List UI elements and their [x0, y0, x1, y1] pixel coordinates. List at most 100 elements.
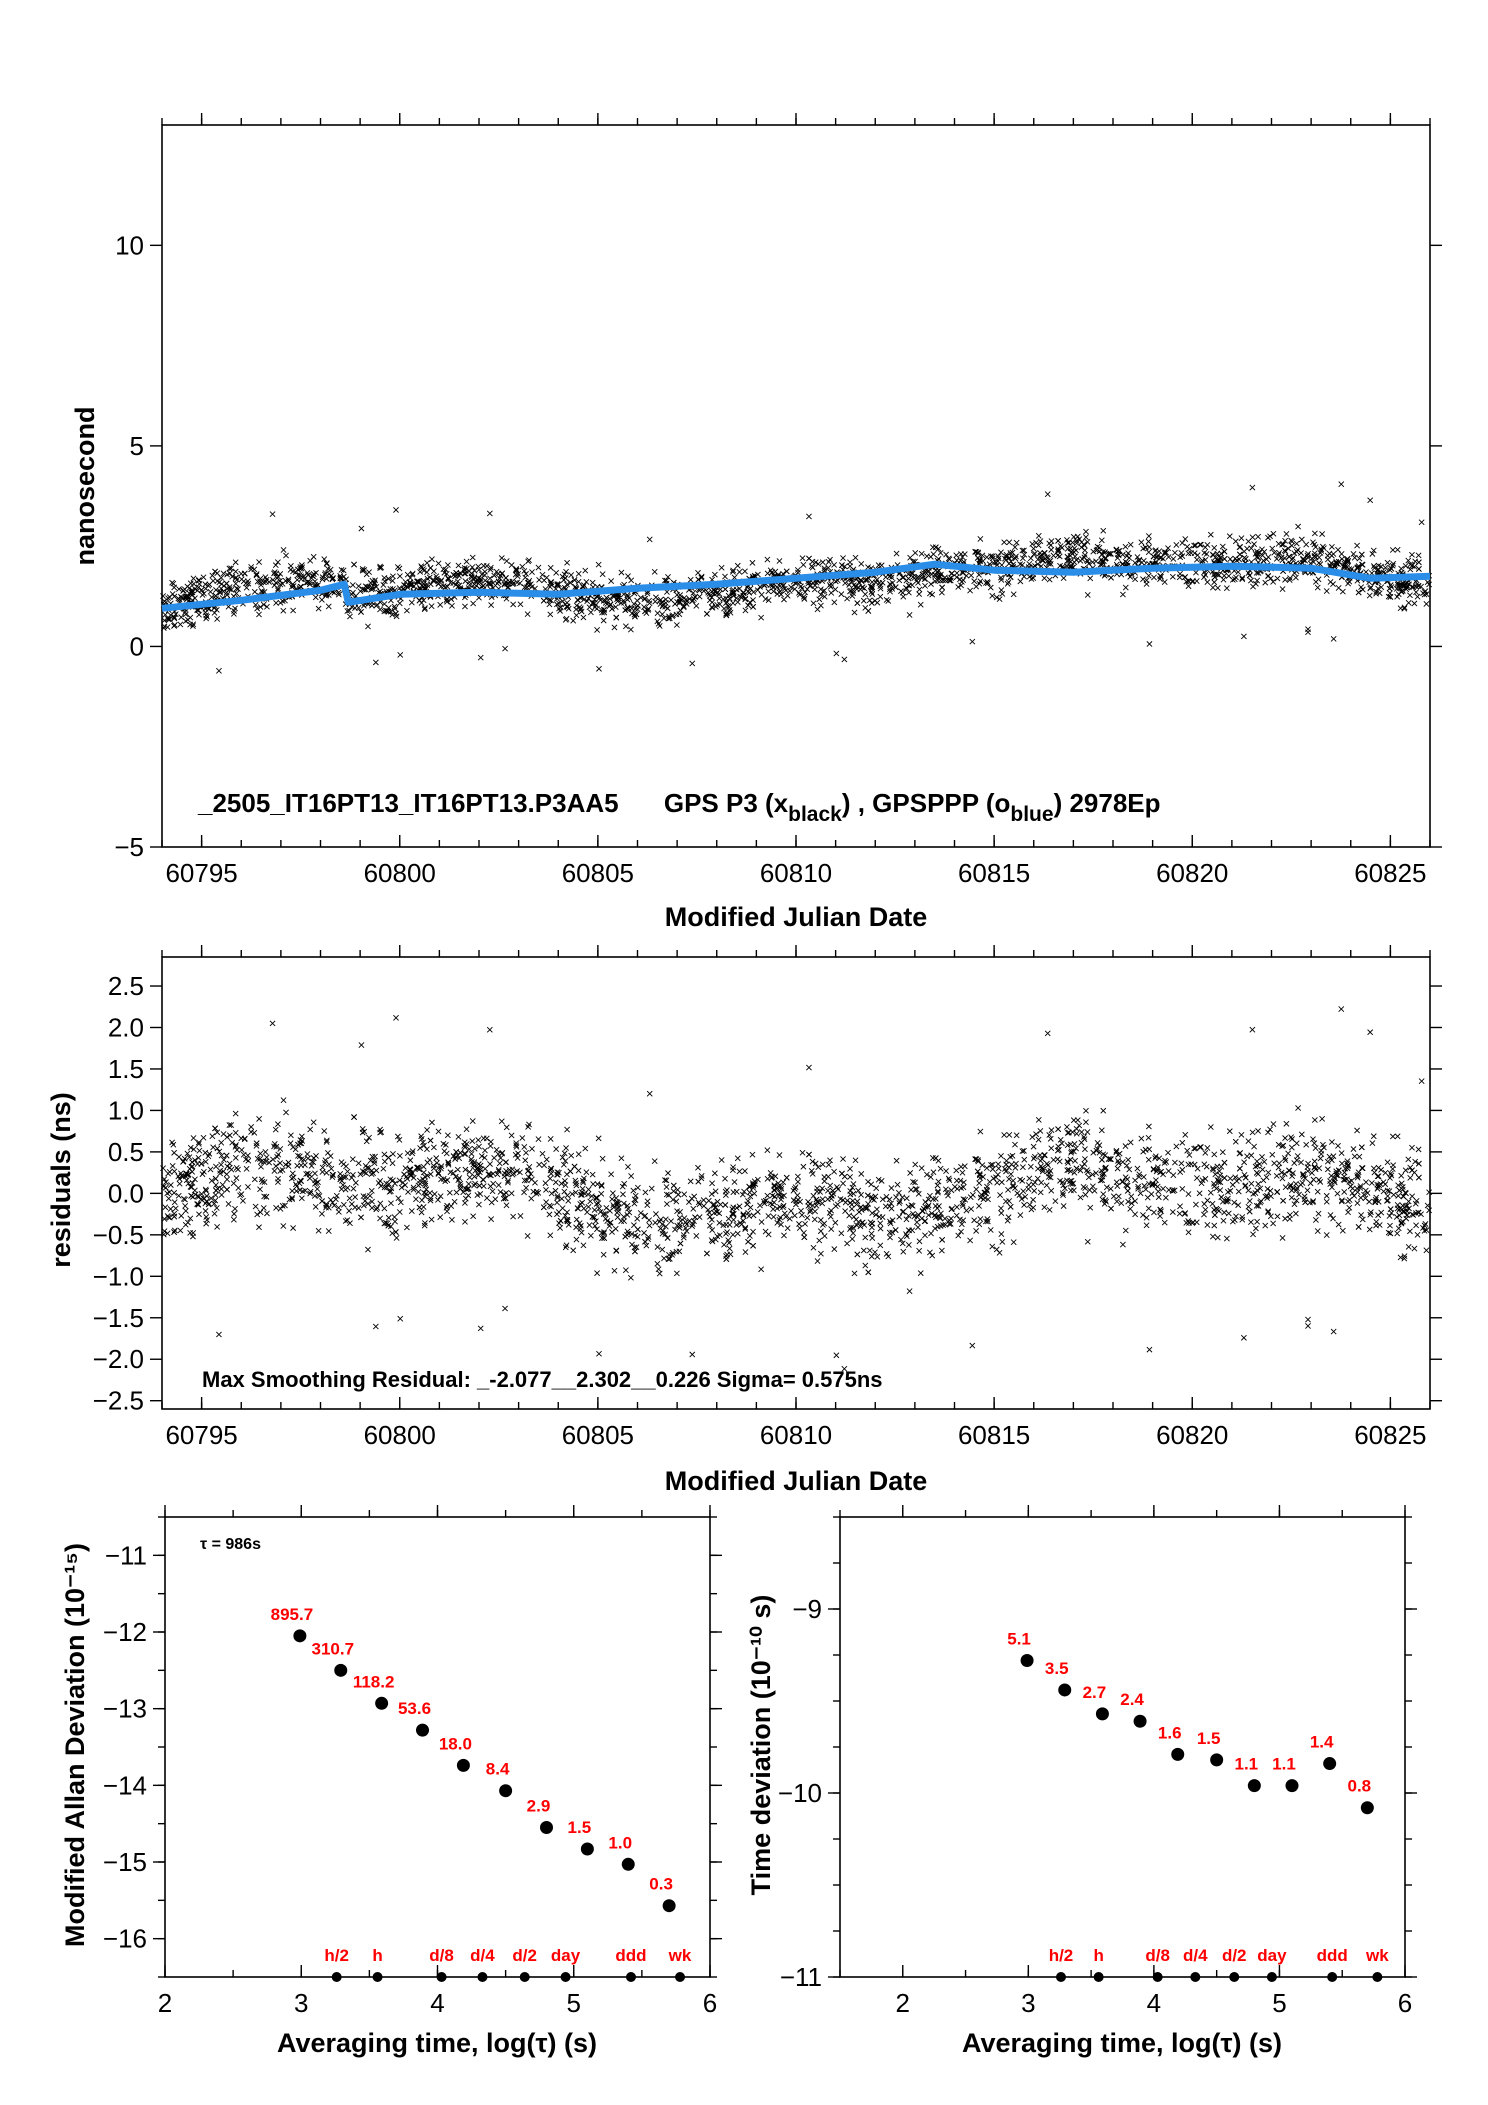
- data-point: [238, 1135, 245, 1142]
- data-point: [340, 1182, 346, 1188]
- data-point: [813, 1202, 820, 1209]
- data-point: [1254, 1162, 1261, 1169]
- data-point: [1405, 557, 1412, 564]
- data-point: [1407, 1174, 1414, 1181]
- data-point: [333, 1192, 340, 1199]
- data-point: [1362, 1187, 1369, 1194]
- data-point: [821, 1220, 828, 1227]
- data-point: [1132, 1211, 1139, 1218]
- data-point: [184, 1150, 191, 1157]
- data-point: [1157, 1213, 1163, 1220]
- data-point: [750, 1212, 757, 1219]
- data-point: [733, 1222, 740, 1228]
- data-point: [1384, 1159, 1391, 1166]
- data-point: [1138, 539, 1145, 546]
- data-point: [229, 1139, 236, 1146]
- data-point: [587, 1198, 594, 1205]
- data-point: [1275, 540, 1282, 547]
- data-point: [567, 579, 574, 586]
- data-point: [815, 561, 822, 567]
- data-point: [424, 582, 431, 588]
- data-point: [637, 1210, 644, 1216]
- data-point: [160, 625, 167, 631]
- data-point: [427, 565, 434, 571]
- data-point: [428, 603, 435, 610]
- data-point: [398, 1184, 405, 1191]
- data-point: [613, 614, 620, 621]
- data-point: [166, 1214, 173, 1221]
- data-point: [273, 599, 280, 606]
- data-point: [875, 1176, 882, 1183]
- data-point: [393, 1014, 399, 1021]
- data-point: [293, 1183, 300, 1190]
- data-point: [277, 1205, 284, 1212]
- data-point: [634, 1215, 641, 1222]
- data-point: [669, 613, 676, 620]
- data-point: [446, 1189, 453, 1196]
- data-point: [169, 1163, 176, 1169]
- data-point: [1292, 1210, 1299, 1217]
- data-point: [588, 1193, 595, 1200]
- data-point: [505, 580, 512, 587]
- data-point: [396, 1152, 403, 1159]
- data-point: [898, 1236, 904, 1243]
- data-point: [1119, 591, 1126, 598]
- data-point: [472, 1180, 478, 1187]
- data-point: [1275, 1164, 1282, 1171]
- data-point: [609, 605, 615, 612]
- data-point: [998, 549, 1004, 556]
- y-tick-label: 5: [130, 431, 144, 461]
- data-point: [1232, 555, 1239, 562]
- data-point: [254, 605, 261, 612]
- data-point: [546, 601, 553, 608]
- data-point: [346, 1195, 353, 1202]
- data-point: [1006, 1198, 1013, 1204]
- x-tick-label: 60800: [364, 1420, 436, 1450]
- data-point: [900, 1248, 907, 1255]
- data-point: [304, 1151, 311, 1158]
- data-point: [873, 1206, 880, 1213]
- data-point: [1100, 1151, 1107, 1158]
- data-point: [869, 1195, 875, 1202]
- data-point: [916, 1238, 923, 1245]
- data-point: [862, 1234, 869, 1241]
- data-point: [310, 1119, 317, 1126]
- data-point: [662, 1177, 668, 1184]
- data-point: [177, 621, 184, 628]
- data-point: [828, 1226, 835, 1233]
- data-point: [335, 591, 342, 598]
- data-point: [450, 572, 457, 578]
- y-tick-label: 10: [115, 230, 144, 260]
- data-point: [1394, 593, 1401, 600]
- data-point: [409, 1148, 416, 1155]
- data-point: [1074, 1117, 1081, 1124]
- data-point: [263, 1193, 270, 1200]
- data-point: [597, 597, 604, 604]
- data-point: [745, 602, 752, 609]
- data-point: [1084, 1169, 1091, 1176]
- data-point: [1369, 550, 1376, 557]
- data-point: [528, 1195, 535, 1202]
- data-point: [1314, 1228, 1321, 1234]
- data-point: [1046, 540, 1053, 547]
- data-point: [1171, 549, 1178, 556]
- data-point: [1004, 580, 1011, 587]
- data-point: [942, 1215, 948, 1222]
- residuals-panel: 60795 60800 60805 60810 60815 60820 60825−2.5−…: [46, 945, 1442, 1496]
- data-point: [1201, 1211, 1207, 1218]
- data-point: [392, 1229, 399, 1235]
- data-point: [352, 1179, 359, 1186]
- data-point: [552, 1179, 559, 1186]
- data-point: [362, 1198, 368, 1204]
- data-point: [1064, 1129, 1071, 1136]
- data-point: [780, 582, 787, 589]
- data-point: [462, 1151, 469, 1157]
- data-point: [1304, 1187, 1311, 1194]
- data-point: [908, 570, 915, 576]
- data-point: [1196, 1190, 1203, 1197]
- data-point: [223, 580, 230, 587]
- data-point: [993, 1246, 1000, 1253]
- data-point: [1083, 1119, 1089, 1126]
- data-point: [665, 1170, 671, 1177]
- data-point: [1219, 543, 1226, 550]
